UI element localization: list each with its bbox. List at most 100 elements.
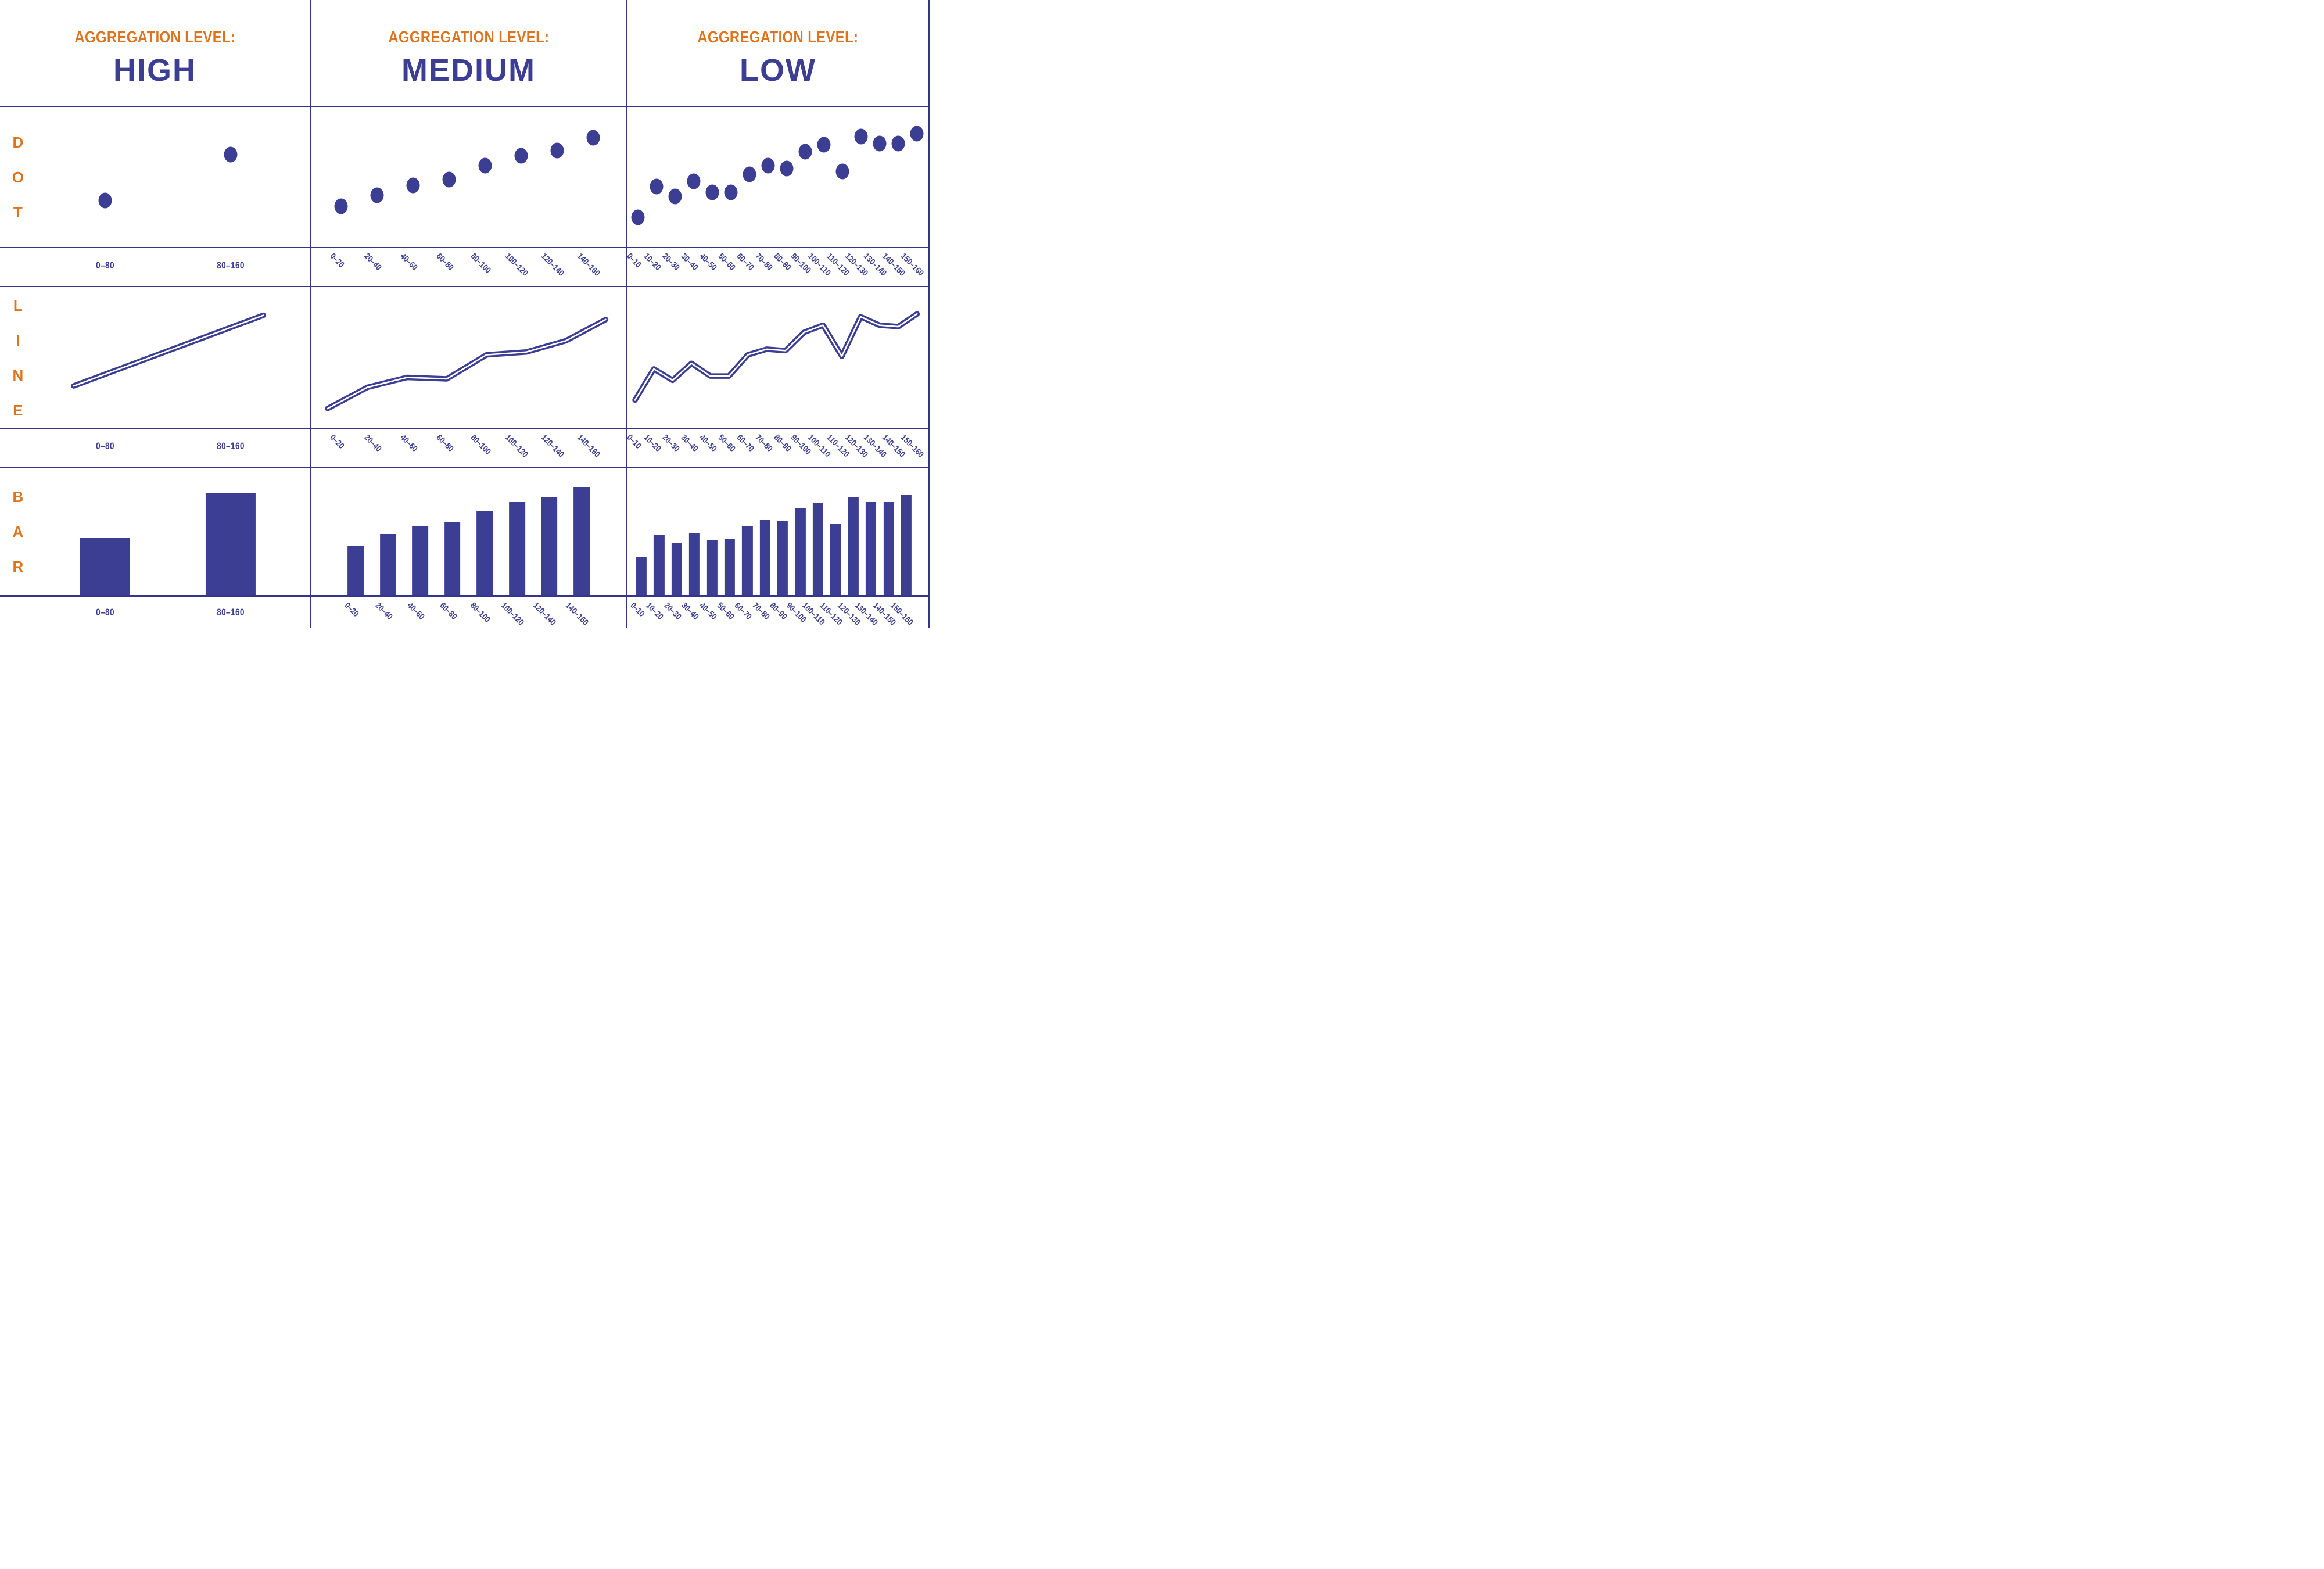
data-bar [541, 497, 558, 595]
data-point-dot [724, 184, 738, 200]
data-bar [830, 524, 841, 595]
data-point-dot [631, 209, 645, 225]
axis-category-label: 40–60 [398, 252, 419, 273]
data-point-dot [780, 160, 794, 177]
axis-category-label: 10–20 [644, 601, 665, 622]
data-point-dot [854, 128, 868, 145]
row-label-letter: L [13, 296, 23, 314]
axis-category-label: 60–80 [434, 252, 456, 273]
data-bar [379, 533, 396, 595]
data-bar [636, 557, 647, 595]
data-line-core [74, 316, 263, 386]
axis-category-label: 0–80 [96, 606, 115, 618]
chart-cell-dot-low [626, 107, 930, 248]
axis-category-label: 0–10 [628, 601, 647, 619]
data-bar [759, 520, 770, 595]
chart-cell-bar-low [626, 468, 930, 597]
data-point-dot [798, 144, 812, 160]
chart-cell-line-medium [310, 287, 626, 429]
axis-category-label: 50–60 [716, 433, 737, 454]
data-bar [777, 521, 788, 595]
data-point-dot [478, 157, 492, 174]
data-point-dot [224, 146, 238, 163]
axis-category-label: 20–40 [362, 433, 383, 454]
axis-band-dot-low: 0–10 10–20 20–30 30–40 40–50 50–60 60–70 70–80 8… [625, 248, 930, 287]
line-chart-svg [74, 287, 263, 428]
axis-category-label: 50–60 [715, 601, 736, 622]
data-point-dot [891, 135, 905, 152]
axis-band-bar-low: 0–10 10–20 20–30 30–40 40–50 50–60 60–70 70–80 8… [626, 597, 930, 628]
dot-plot-high [43, 107, 293, 247]
data-point-dot [910, 126, 924, 142]
chart-cell-dot-medium [310, 107, 626, 248]
header-high: AGGREGATION LEVEL: HIGH [0, 0, 310, 107]
axis-band-line-high: 0–80 80–160 [0, 429, 310, 468]
bar-plot-high [43, 468, 293, 595]
row-label-letter: O [12, 168, 24, 186]
axis-category-label: 0–80 [96, 259, 115, 271]
axis-category-label: 40–60 [398, 433, 419, 454]
axis-category-label: 0–20 [328, 433, 346, 451]
axis-category-label: 140–160 [575, 433, 602, 460]
aggregation-level-low: LOW [740, 53, 816, 88]
axis-band-line-medium: 0–20 20–40 40–60 60–80 80–100 100–120 120–140 1… [310, 429, 626, 468]
line-chart-svg [328, 287, 605, 428]
axis-category-label: 30–40 [679, 433, 700, 454]
axis-categories: 0–10 10–20 20–30 30–40 40–50 50–60 60–70 70–80 8… [628, 597, 915, 628]
data-bar [706, 540, 718, 595]
data-point-dot [514, 148, 528, 164]
axis-category-label: 70–80 [753, 252, 774, 273]
axis-category-label: 80–90 [772, 252, 793, 273]
axis-category-label: 20–30 [660, 433, 682, 454]
line-plot-low [635, 287, 917, 428]
data-point-dot [817, 137, 831, 153]
row-label-letter: D [12, 133, 24, 151]
data-point-dot [586, 130, 600, 146]
axis-categories: 0–80 80–160 [43, 429, 293, 467]
axis-category-label: 0–20 [342, 601, 361, 619]
axis-category-label: 80–100 [468, 601, 492, 625]
bar-plot-medium [339, 468, 597, 595]
dot-plot-low [629, 107, 926, 247]
row-label-letter: I [16, 331, 20, 349]
axis-categories: 0–10 10–20 20–30 30–40 40–50 50–60 60–70 70–80 8… [625, 429, 926, 467]
data-point-dot [761, 157, 775, 174]
axis-categories: 0–20 20–40 40–60 60–80 80–100 100–120 120–140 1… [339, 597, 597, 628]
data-bar [444, 522, 461, 595]
axis-category-label: 60–70 [734, 433, 756, 454]
axis-category-label: 80–90 [772, 433, 793, 454]
axis-band-line-low: 0–10 10–20 20–30 30–40 40–50 50–60 60–70 70–80 8… [625, 429, 930, 468]
axis-category-label: 140–160 [575, 252, 602, 278]
bar-plot-low [633, 468, 915, 595]
data-bar [848, 497, 859, 595]
axis-category-label: 20–40 [373, 601, 394, 622]
axis-category-label: 70–80 [750, 601, 772, 622]
data-point-dot [550, 142, 564, 159]
axis-category-label: 60–80 [437, 601, 459, 622]
axis-category-label: 30–40 [679, 252, 700, 273]
data-bar [742, 526, 753, 595]
axis-category-label: 100–120 [498, 601, 526, 628]
axis-category-label: 0–80 [96, 440, 115, 452]
axis-category-label: 0–20 [328, 252, 346, 270]
data-point-dot [705, 184, 719, 200]
axis-category-label: 10–20 [641, 433, 663, 454]
axis-categories: 0–10 10–20 20–30 30–40 40–50 50–60 60–70 70–80 8… [625, 248, 926, 286]
line-plot-high [74, 287, 263, 428]
axis-categories: 0–20 20–40 40–60 60–80 80–100 100–120 120–140 1… [323, 248, 612, 286]
chart-cell-bar-medium [310, 468, 626, 597]
axis-category-label: 50–60 [716, 252, 737, 273]
data-bar [573, 486, 590, 595]
axis-category-label: 80–90 [768, 601, 789, 622]
aggregation-matrix: AGGREGATION LEVEL: HIGH AGGREGATION LEVE… [0, 0, 930, 628]
data-line-outline [635, 314, 917, 400]
axis-category-label: 30–40 [679, 601, 701, 622]
data-bar [347, 545, 364, 595]
axis-category-label: 0–10 [625, 433, 643, 451]
data-point-dot [406, 177, 420, 194]
data-bar [883, 502, 894, 595]
